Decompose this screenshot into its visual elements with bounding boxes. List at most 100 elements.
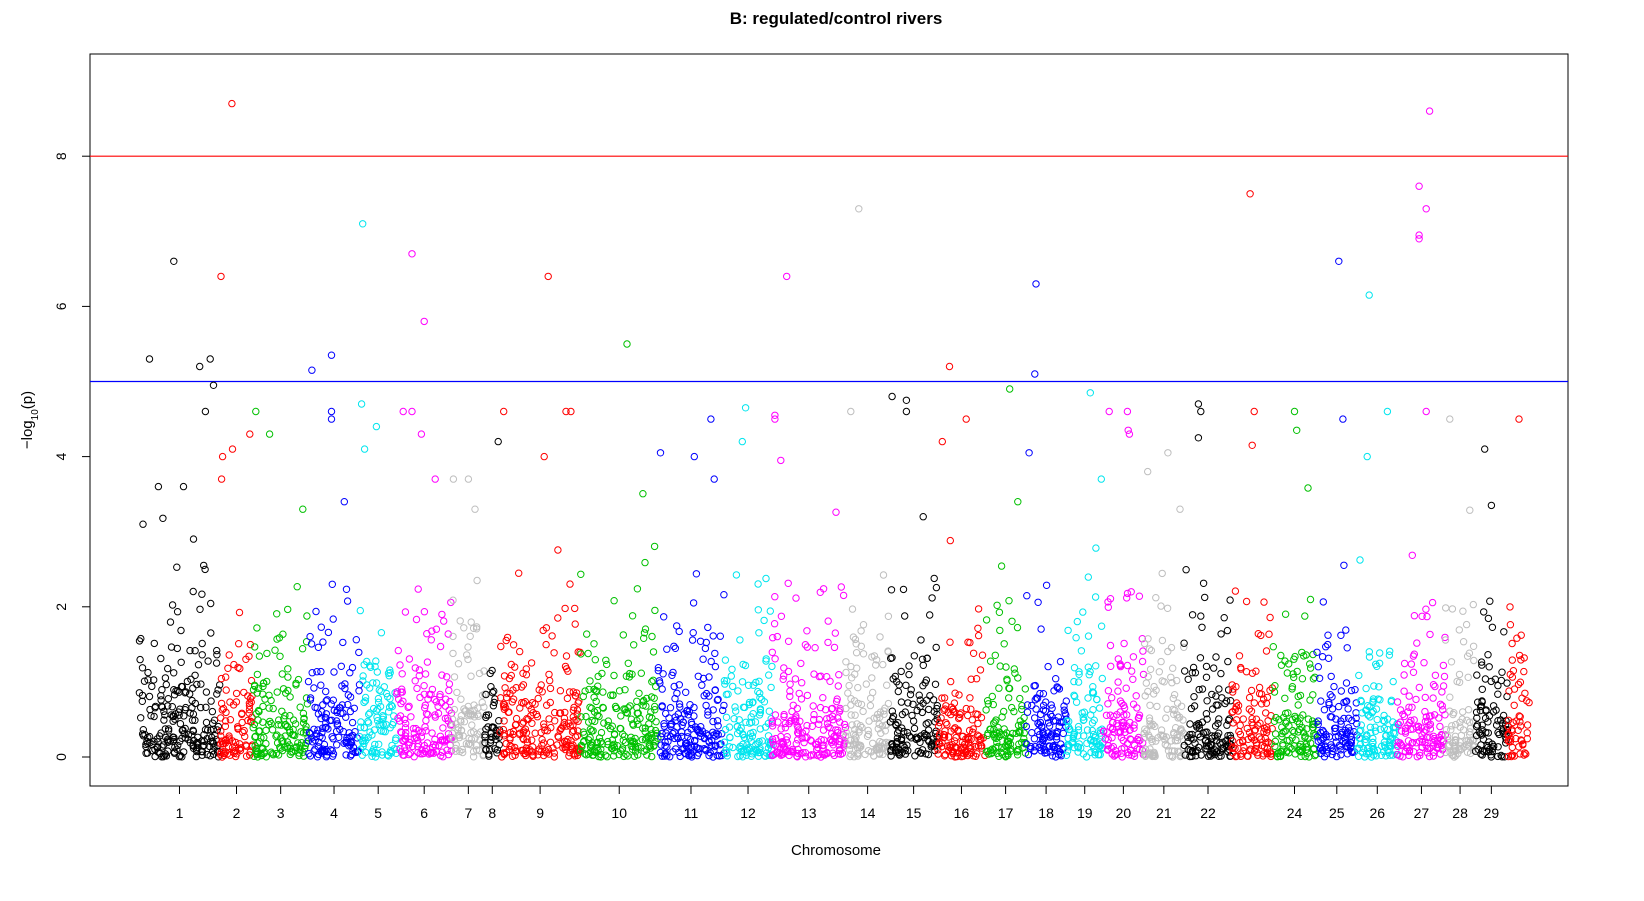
data-point bbox=[256, 727, 264, 735]
data-point bbox=[189, 587, 197, 596]
data-point bbox=[444, 717, 452, 725]
data-point bbox=[1482, 747, 1491, 755]
data-point bbox=[669, 668, 677, 677]
data-point bbox=[161, 711, 169, 719]
data-point bbox=[339, 638, 347, 647]
data-point bbox=[1455, 626, 1464, 634]
data-point bbox=[1470, 656, 1478, 665]
data-point bbox=[1203, 697, 1211, 705]
data-point bbox=[1263, 744, 1272, 752]
data-point bbox=[754, 606, 762, 614]
data-point bbox=[186, 709, 194, 717]
data-point bbox=[1436, 722, 1444, 731]
data-point bbox=[1425, 721, 1433, 729]
data-point bbox=[1046, 710, 1055, 719]
data-point bbox=[378, 751, 386, 759]
y-tick-label: 6 bbox=[53, 302, 69, 310]
data-point bbox=[798, 734, 806, 742]
data-point bbox=[794, 736, 802, 744]
data-point bbox=[495, 741, 503, 749]
data-point bbox=[1441, 636, 1450, 644]
data-point bbox=[815, 715, 824, 724]
data-point bbox=[204, 657, 212, 665]
data-point bbox=[651, 606, 659, 615]
data-point bbox=[993, 601, 1001, 609]
data-point bbox=[1355, 671, 1363, 680]
peak-point bbox=[1425, 107, 1434, 115]
data-point bbox=[561, 708, 569, 717]
data-point bbox=[302, 722, 310, 731]
data-point bbox=[410, 753, 418, 761]
data-point bbox=[779, 675, 787, 683]
data-point bbox=[991, 718, 999, 726]
data-point bbox=[955, 714, 963, 723]
data-point bbox=[207, 599, 215, 608]
data-point bbox=[1219, 745, 1228, 753]
data-point bbox=[467, 729, 475, 737]
data-point bbox=[202, 718, 211, 727]
data-point bbox=[224, 664, 232, 672]
data-point bbox=[319, 638, 327, 646]
data-point bbox=[1405, 703, 1413, 711]
data-point bbox=[366, 663, 375, 671]
data-point bbox=[758, 737, 766, 745]
data-point bbox=[1288, 683, 1297, 691]
data-point bbox=[372, 679, 381, 687]
data-point bbox=[577, 713, 585, 721]
data-point bbox=[164, 664, 172, 673]
data-point bbox=[1369, 738, 1377, 747]
data-point bbox=[507, 671, 515, 680]
data-point bbox=[350, 704, 358, 712]
data-point bbox=[997, 562, 1006, 570]
peak-point bbox=[1014, 498, 1022, 506]
data-point bbox=[1324, 631, 1332, 639]
data-point bbox=[1500, 628, 1508, 636]
data-point bbox=[844, 689, 852, 697]
data-point bbox=[374, 694, 383, 703]
data-point bbox=[835, 671, 843, 679]
data-point bbox=[302, 694, 311, 702]
data-point bbox=[679, 718, 687, 726]
peak-point bbox=[1123, 407, 1132, 416]
data-point bbox=[151, 702, 160, 711]
data-point bbox=[873, 714, 881, 722]
data-point bbox=[774, 718, 782, 726]
data-point bbox=[322, 745, 330, 754]
data-point bbox=[1144, 673, 1152, 681]
data-point bbox=[989, 730, 997, 738]
data-point bbox=[940, 752, 949, 760]
data-point bbox=[1140, 639, 1149, 648]
data-point bbox=[544, 745, 553, 754]
data-point bbox=[1399, 710, 1407, 718]
data-point bbox=[1077, 647, 1086, 655]
data-point bbox=[767, 683, 775, 692]
data-point bbox=[1053, 728, 1062, 736]
data-point bbox=[401, 724, 410, 732]
data-point bbox=[359, 677, 367, 685]
data-point bbox=[412, 733, 421, 741]
data-point bbox=[984, 747, 992, 755]
data-point bbox=[1498, 668, 1506, 676]
data-point bbox=[432, 698, 441, 706]
data-point bbox=[1369, 697, 1377, 705]
data-point bbox=[464, 655, 472, 664]
data-point bbox=[748, 732, 757, 740]
data-point bbox=[1371, 727, 1380, 735]
data-point bbox=[926, 692, 934, 700]
peak-point bbox=[179, 482, 188, 491]
data-point bbox=[755, 629, 763, 637]
data-point bbox=[135, 689, 144, 697]
data-point bbox=[397, 729, 406, 737]
data-point bbox=[1497, 751, 1505, 760]
data-point bbox=[484, 723, 492, 731]
data-point bbox=[492, 735, 500, 743]
data-point bbox=[1010, 707, 1018, 716]
data-point bbox=[1032, 694, 1041, 702]
peak-point bbox=[206, 355, 214, 363]
data-point bbox=[717, 740, 725, 748]
peak-point bbox=[962, 415, 970, 423]
data-point bbox=[958, 732, 967, 741]
data-point bbox=[1060, 706, 1069, 714]
data-point bbox=[964, 711, 972, 720]
data-point bbox=[1494, 690, 1502, 698]
